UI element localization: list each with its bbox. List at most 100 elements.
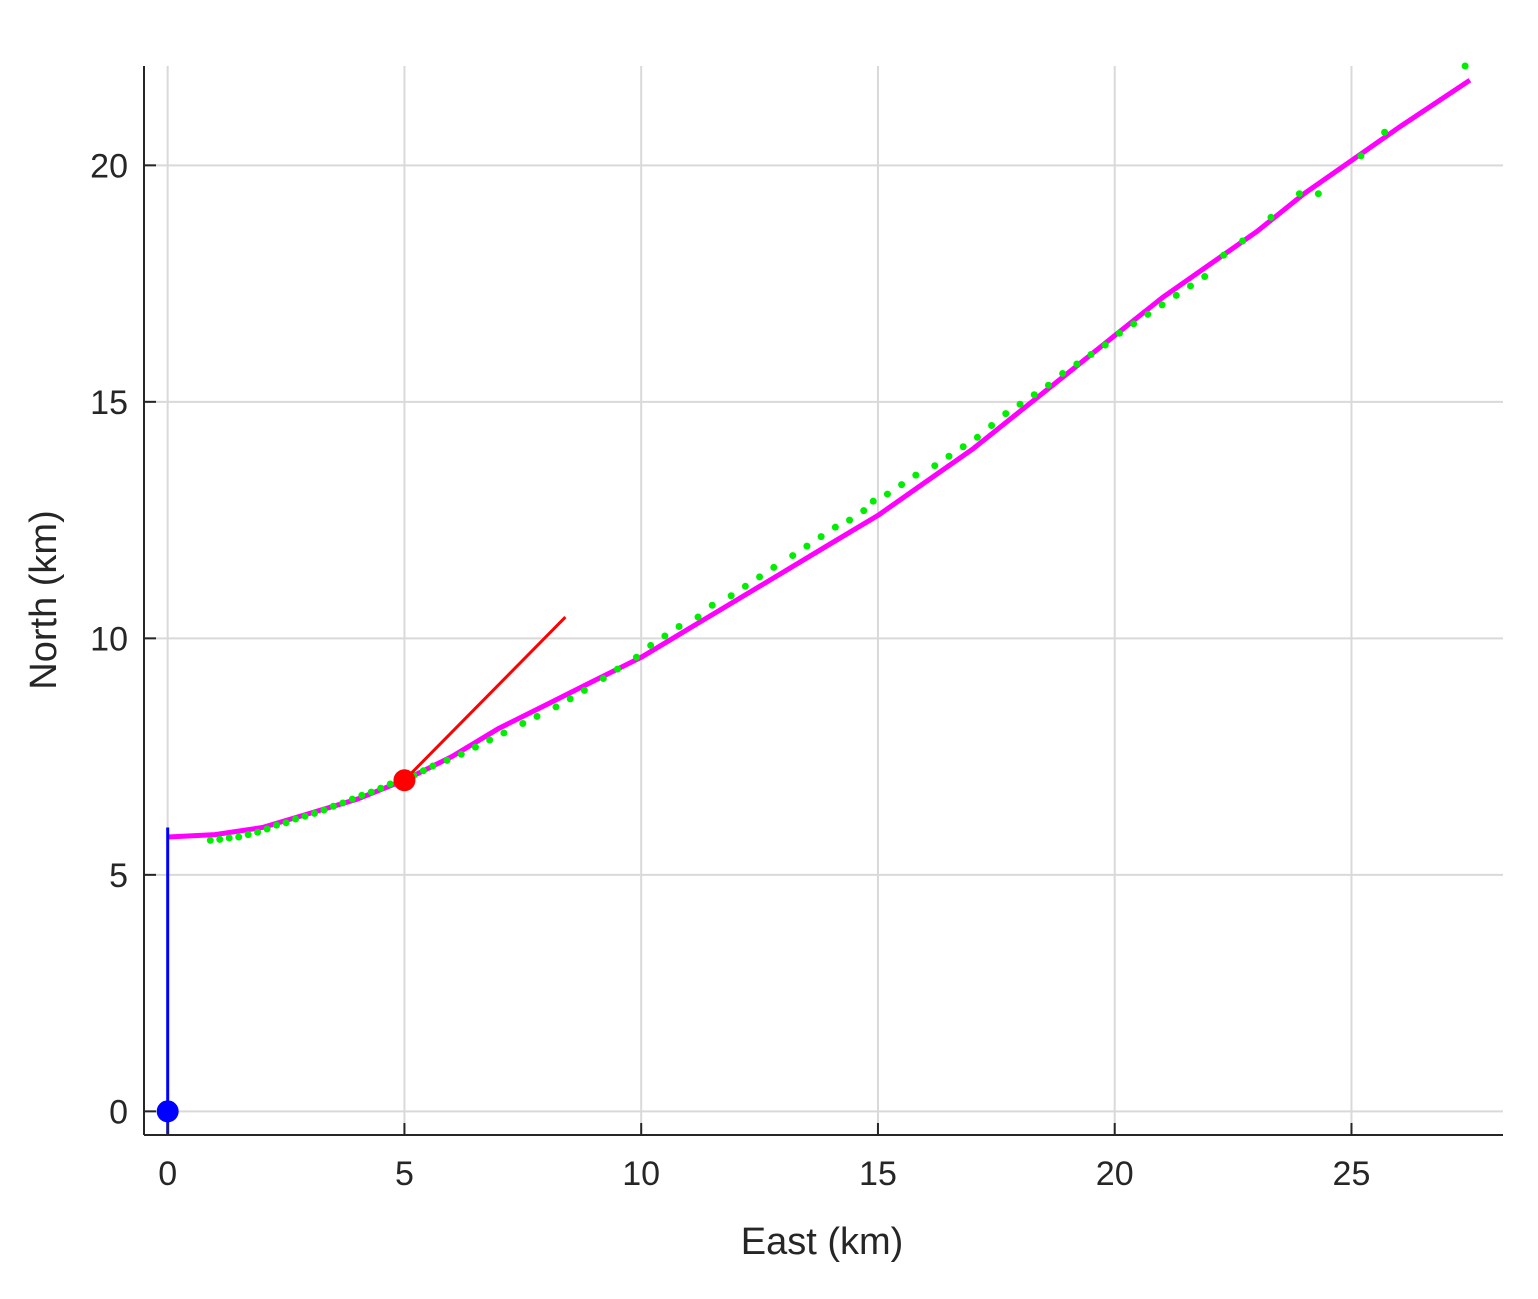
detection-point [500, 729, 507, 736]
detection-point [846, 517, 853, 524]
detection-point [884, 491, 891, 498]
track-line [168, 80, 1470, 837]
y-tick-label: 20 [90, 147, 128, 185]
detection-point [1187, 282, 1194, 289]
detection-point [339, 799, 346, 806]
detection-point [988, 422, 995, 429]
detection-point [818, 533, 825, 540]
detection-point [1220, 252, 1227, 259]
detection-point [614, 666, 621, 673]
detection-point [226, 834, 233, 841]
detection-point [245, 831, 252, 838]
sensor-marker [157, 1100, 179, 1122]
x-axis-title: East (km) [741, 1221, 904, 1263]
detection-point [273, 822, 280, 829]
detection-point [1201, 273, 1208, 280]
detection-point [429, 763, 436, 770]
detection-point [444, 757, 451, 764]
detection-point [600, 675, 607, 682]
detection-point [1102, 342, 1109, 349]
detection-point [1144, 311, 1151, 318]
detection-point [1031, 391, 1038, 398]
detection-point [1381, 129, 1388, 136]
detection-point [1017, 401, 1024, 408]
detection-point [960, 443, 967, 450]
detection-point [695, 614, 702, 621]
y-axis-title: North (km) [23, 510, 65, 689]
detection-point [567, 695, 574, 702]
detection-point [358, 792, 365, 799]
detection-point [472, 744, 479, 751]
detection-point [1357, 152, 1364, 159]
x-tick-label: 20 [1096, 1155, 1134, 1193]
detection-point [301, 813, 308, 820]
detection-point [1315, 190, 1322, 197]
grid [144, 66, 1503, 1135]
detection-point [534, 713, 541, 720]
axes [144, 66, 1503, 1135]
detection-point [207, 837, 214, 844]
detection-point [377, 785, 384, 792]
detection-point [368, 789, 375, 796]
detection-point [1296, 190, 1303, 197]
detection-point [283, 819, 290, 826]
x-tick-label: 5 [395, 1155, 414, 1193]
detection-point [898, 481, 905, 488]
detection-point [789, 552, 796, 559]
y-tick-label: 0 [109, 1093, 128, 1131]
detection-point [1462, 63, 1469, 70]
detection-point [974, 434, 981, 441]
tick-labels: 0 5 10 15 20 25 0 5 10 15 20 [90, 147, 1370, 1193]
detection-point [320, 807, 327, 814]
detection-point [1173, 292, 1180, 299]
detection-point [486, 737, 493, 744]
detection-point [216, 836, 223, 843]
detection-point [254, 829, 261, 836]
detection-point [647, 642, 654, 649]
detection-point [870, 498, 877, 505]
detection-point [264, 825, 271, 832]
x-tick-label: 0 [158, 1155, 177, 1193]
detection-point [1073, 360, 1080, 367]
detection-point [1130, 320, 1137, 327]
detection-point [552, 703, 559, 710]
detection-point [1116, 330, 1123, 337]
detection-point [519, 720, 526, 727]
detection-point [860, 507, 867, 514]
detection-point [1002, 410, 1009, 417]
detection-point [832, 524, 839, 531]
detection-point [770, 564, 777, 571]
x-tick-label: 10 [622, 1155, 660, 1193]
detection-point [581, 687, 588, 694]
detection-point [1059, 370, 1066, 377]
detection-point [661, 632, 668, 639]
y-tick-label: 10 [90, 620, 128, 658]
detection-point [458, 751, 465, 758]
detection-point [742, 583, 749, 590]
detection-point [292, 816, 299, 823]
y-tick-label: 15 [90, 384, 128, 422]
plot-area [157, 63, 1470, 1136]
x-tick-label: 25 [1333, 1155, 1371, 1193]
detection-point [945, 453, 952, 460]
detection-point [756, 573, 763, 580]
detection-point [931, 462, 938, 469]
detection-point [387, 781, 394, 788]
detection-point [420, 767, 427, 774]
detection-point [1088, 351, 1095, 358]
detection-point [1159, 301, 1166, 308]
detection-point [235, 834, 242, 841]
detection-point [803, 543, 810, 550]
detection-point [1045, 382, 1052, 389]
detection-point [311, 810, 318, 817]
detection-point [709, 602, 716, 609]
y-tick-label: 5 [109, 857, 128, 895]
detection-point [1267, 214, 1274, 221]
detection-point [676, 623, 683, 630]
detection-point [349, 796, 356, 803]
detection-point [912, 472, 919, 479]
detection-point [633, 654, 640, 661]
x-tick-label: 15 [859, 1155, 897, 1193]
detection-point [728, 592, 735, 599]
